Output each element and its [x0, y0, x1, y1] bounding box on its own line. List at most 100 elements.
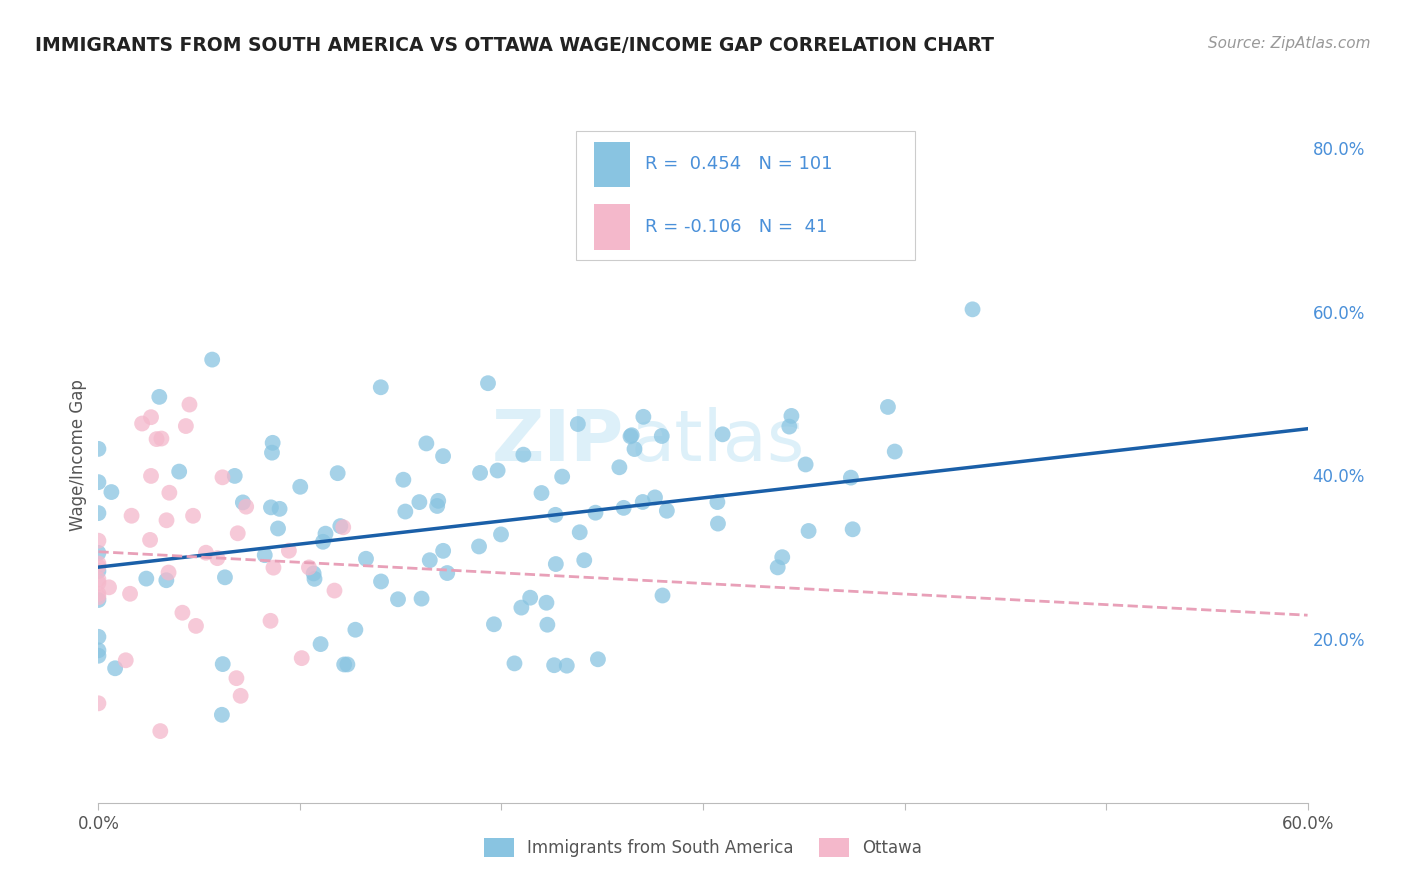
Point	[623, 442, 645, 456]
Point	[574, 553, 596, 567]
Point	[536, 596, 558, 610]
Point	[315, 526, 337, 541]
Point	[226, 526, 249, 541]
Point	[211, 470, 233, 484]
Point	[104, 661, 127, 675]
Text: Source: ZipAtlas.com: Source: ZipAtlas.com	[1208, 36, 1371, 51]
Point	[544, 557, 567, 571]
Bar	[595, 142, 630, 187]
Point	[707, 516, 730, 531]
Text: R =  0.454   N = 101: R = 0.454 N = 101	[645, 155, 832, 173]
Point	[644, 491, 666, 505]
Point	[419, 553, 441, 567]
Point	[253, 548, 276, 562]
Point	[87, 643, 110, 657]
Point	[139, 533, 162, 547]
Point	[157, 566, 180, 580]
Point	[277, 543, 299, 558]
Point	[336, 657, 359, 672]
Point	[332, 520, 354, 534]
Point	[309, 637, 332, 651]
Point	[179, 398, 201, 412]
Point	[633, 409, 655, 424]
Point	[260, 500, 283, 515]
Point	[211, 707, 233, 722]
Point	[432, 544, 454, 558]
Point	[427, 493, 450, 508]
Point	[512, 448, 534, 462]
Point	[149, 724, 172, 739]
Text: atlas: atlas	[630, 407, 804, 475]
Point	[510, 600, 533, 615]
Point	[543, 658, 565, 673]
Point	[586, 652, 609, 666]
Point	[567, 417, 589, 431]
Point	[489, 527, 512, 541]
Point	[304, 572, 326, 586]
Point	[167, 465, 190, 479]
Point	[503, 657, 526, 671]
FancyBboxPatch shape	[576, 131, 915, 260]
Point	[211, 657, 233, 671]
Point	[613, 500, 636, 515]
Point	[269, 501, 291, 516]
Point	[155, 573, 177, 587]
Point	[770, 550, 793, 565]
Point	[87, 572, 110, 586]
Point	[415, 436, 437, 450]
Point	[585, 506, 607, 520]
Point	[174, 419, 197, 434]
Point	[477, 376, 499, 391]
Point	[329, 519, 352, 533]
Point	[267, 521, 290, 535]
Point	[370, 574, 392, 589]
Point	[568, 525, 591, 540]
Point	[302, 566, 325, 581]
Y-axis label: Wage/Income Gap: Wage/Income Gap	[69, 379, 87, 531]
Point	[121, 508, 143, 523]
Point	[486, 463, 509, 477]
Point	[98, 580, 121, 594]
Point	[87, 648, 110, 663]
Point	[184, 619, 207, 633]
Point	[530, 486, 553, 500]
Point	[290, 480, 312, 494]
Point	[87, 546, 110, 560]
Point	[114, 653, 136, 667]
Point	[619, 429, 641, 443]
Point	[620, 428, 643, 442]
Legend: Immigrants from South America, Ottawa: Immigrants from South America, Ottawa	[477, 831, 929, 864]
Point	[312, 534, 335, 549]
Point	[87, 557, 110, 571]
Point	[468, 466, 491, 480]
Point	[519, 591, 541, 605]
Point	[135, 572, 157, 586]
Point	[323, 583, 346, 598]
Point	[260, 445, 283, 459]
Point	[194, 546, 217, 560]
Point	[551, 469, 574, 483]
Bar	[595, 204, 630, 250]
Point	[432, 449, 454, 463]
Point	[87, 587, 110, 601]
Text: ZIP: ZIP	[492, 407, 624, 475]
Point	[87, 506, 110, 520]
Point	[962, 302, 984, 317]
Point	[145, 432, 167, 446]
Point	[651, 589, 673, 603]
Point	[536, 617, 558, 632]
Point	[711, 427, 734, 442]
Point	[172, 606, 194, 620]
Point	[87, 533, 110, 548]
Point	[87, 593, 110, 607]
Point	[344, 623, 367, 637]
Point	[883, 444, 905, 458]
Point	[877, 400, 900, 414]
Point	[157, 485, 180, 500]
Point	[354, 551, 377, 566]
Point	[139, 410, 162, 425]
Point	[87, 576, 110, 591]
Point	[468, 540, 491, 554]
Point	[651, 429, 673, 443]
Point	[655, 504, 678, 518]
